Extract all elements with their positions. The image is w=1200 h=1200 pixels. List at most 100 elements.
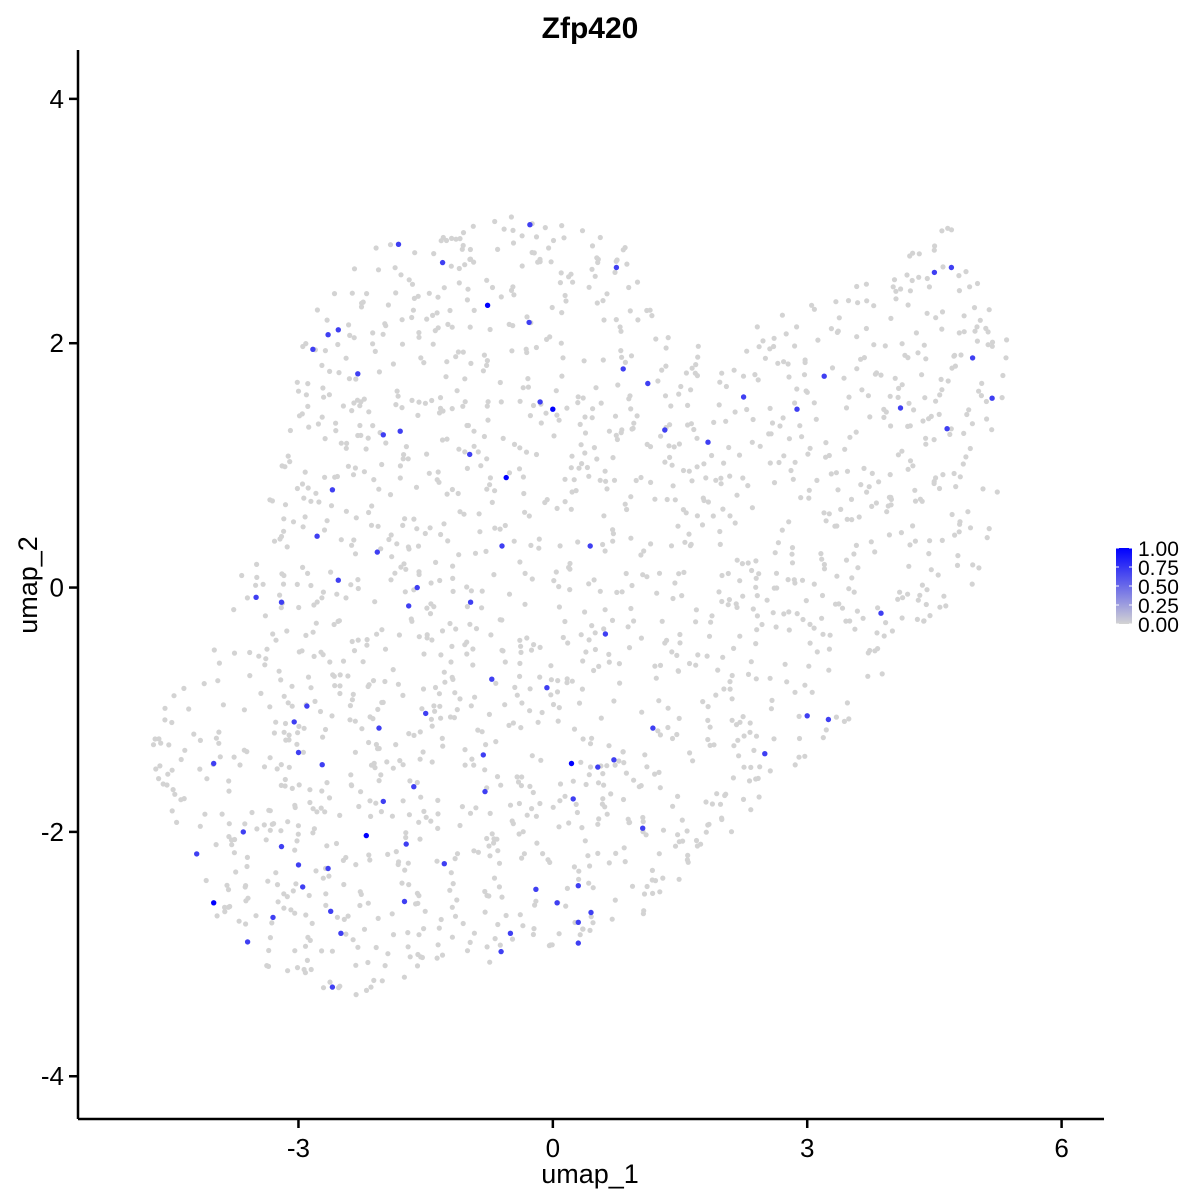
cell-point xyxy=(622,859,628,865)
cell-point xyxy=(398,272,404,278)
cell-point xyxy=(282,776,288,783)
cell-point xyxy=(267,935,273,941)
cell-point xyxy=(332,683,338,689)
cell-point xyxy=(939,387,945,393)
cell-point xyxy=(450,881,456,887)
cell-point xyxy=(475,449,481,455)
cell-point xyxy=(803,598,809,604)
cell-point xyxy=(460,230,467,236)
cell-point xyxy=(231,607,237,613)
cell-point xyxy=(983,398,990,405)
cell-point xyxy=(591,667,597,674)
cell-point xyxy=(786,374,792,380)
cell-point xyxy=(737,633,743,639)
cell-point xyxy=(583,781,589,788)
cell-point xyxy=(343,445,349,451)
cell-point xyxy=(672,580,678,586)
cell-point xyxy=(426,290,432,296)
cell-point xyxy=(659,618,665,624)
cell-point xyxy=(789,545,796,551)
cell-point xyxy=(792,689,798,695)
cell-point xyxy=(471,307,477,313)
cell-point xyxy=(351,648,358,654)
cell-point xyxy=(586,880,592,886)
cell-point xyxy=(665,335,671,341)
cell-point xyxy=(957,474,963,480)
cell-point xyxy=(231,650,238,656)
expressed-cell-point xyxy=(380,798,386,805)
cell-point xyxy=(382,646,389,652)
cell-point xyxy=(409,281,416,287)
cell-point xyxy=(518,643,524,649)
cell-point xyxy=(462,762,468,768)
cell-point xyxy=(406,277,412,283)
cell-point xyxy=(849,517,855,523)
cell-point xyxy=(262,662,268,668)
cell-point xyxy=(467,256,473,262)
cell-point xyxy=(826,667,832,673)
cell-point xyxy=(733,722,740,728)
cell-point xyxy=(915,350,921,356)
cell-point xyxy=(585,853,591,859)
cell-point xyxy=(807,445,813,451)
cell-point xyxy=(492,218,498,225)
cell-point xyxy=(531,926,537,932)
cell-point xyxy=(579,686,586,692)
cell-point xyxy=(949,511,955,518)
cell-point xyxy=(275,899,281,905)
cell-point xyxy=(152,736,158,742)
expressed-cell-point xyxy=(587,543,593,549)
cell-point xyxy=(191,731,197,737)
cell-point xyxy=(242,821,248,827)
expressed-cell-point xyxy=(328,908,334,914)
cell-point xyxy=(457,236,463,242)
cell-point xyxy=(388,577,394,583)
cell-point xyxy=(442,679,448,685)
cell-point xyxy=(421,808,427,815)
expressed-cell-point xyxy=(319,762,325,768)
cell-point xyxy=(964,411,970,418)
cell-point xyxy=(786,609,792,615)
cell-point xyxy=(350,691,356,698)
cell-point xyxy=(596,816,602,822)
cell-point xyxy=(497,379,503,386)
cell-point xyxy=(571,726,578,732)
expressed-cell-point xyxy=(931,269,938,276)
cell-point xyxy=(557,781,564,787)
cell-point xyxy=(405,944,411,950)
cell-point xyxy=(475,727,481,733)
cell-point xyxy=(686,531,692,537)
expressed-cell-point xyxy=(794,406,800,412)
cell-point xyxy=(273,719,279,725)
cell-point xyxy=(418,355,424,361)
cell-point xyxy=(748,764,754,771)
cell-point xyxy=(349,697,355,703)
cell-point xyxy=(709,613,715,619)
cell-point xyxy=(600,796,606,802)
cell-point xyxy=(439,735,445,742)
cell-point xyxy=(652,496,658,502)
cell-point xyxy=(366,509,372,516)
cell-point xyxy=(484,277,490,283)
cell-point xyxy=(448,870,454,876)
cell-point xyxy=(405,930,411,936)
cell-point xyxy=(951,470,957,477)
cell-point xyxy=(855,300,861,306)
cell-point xyxy=(569,489,575,495)
cell-point xyxy=(762,355,769,361)
cell-point xyxy=(390,765,396,771)
cell-point xyxy=(741,733,747,739)
cell-point xyxy=(311,602,317,608)
cell-point xyxy=(411,516,417,522)
cell-point xyxy=(525,376,531,382)
cell-point xyxy=(652,663,658,669)
y-tick-label: 2 xyxy=(50,328,64,358)
cell-point xyxy=(468,588,474,594)
expressed-cell-point xyxy=(406,603,412,609)
cell-point xyxy=(705,499,712,505)
cell-point xyxy=(788,467,794,474)
cell-point xyxy=(485,399,491,405)
cell-point xyxy=(589,415,595,421)
cell-point xyxy=(254,561,260,568)
cell-point xyxy=(471,443,477,449)
